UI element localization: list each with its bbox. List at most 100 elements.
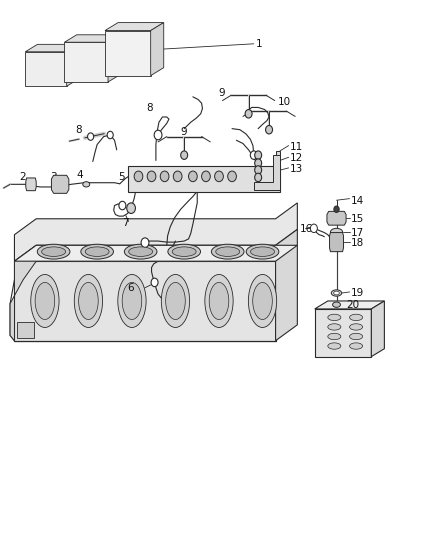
Ellipse shape: [31, 274, 59, 327]
Ellipse shape: [331, 290, 342, 296]
Text: 8: 8: [75, 125, 82, 135]
Circle shape: [88, 133, 94, 140]
Ellipse shape: [328, 324, 341, 330]
Ellipse shape: [212, 244, 244, 259]
Polygon shape: [17, 322, 34, 338]
Ellipse shape: [328, 333, 341, 340]
Ellipse shape: [248, 274, 277, 327]
Circle shape: [334, 206, 339, 213]
Text: 15: 15: [350, 214, 364, 224]
Polygon shape: [256, 151, 280, 182]
Polygon shape: [51, 175, 69, 193]
Ellipse shape: [124, 244, 157, 259]
Polygon shape: [26, 178, 36, 191]
Circle shape: [201, 171, 210, 182]
Text: 8: 8: [146, 103, 152, 114]
Circle shape: [147, 171, 156, 182]
Circle shape: [127, 203, 135, 214]
Polygon shape: [315, 309, 371, 357]
Ellipse shape: [42, 247, 66, 256]
Ellipse shape: [74, 274, 102, 327]
Text: 9: 9: [181, 127, 187, 137]
Text: 3: 3: [50, 172, 57, 182]
Polygon shape: [371, 301, 385, 357]
Ellipse shape: [246, 244, 279, 259]
Ellipse shape: [350, 333, 363, 340]
Text: 14: 14: [350, 196, 364, 206]
Circle shape: [311, 224, 318, 232]
Ellipse shape: [37, 244, 70, 259]
Text: 13: 13: [290, 164, 303, 174]
Circle shape: [151, 278, 158, 287]
Polygon shape: [276, 229, 297, 341]
Circle shape: [251, 151, 257, 159]
Text: 16: 16: [300, 224, 313, 235]
Ellipse shape: [350, 314, 363, 320]
Text: 7: 7: [122, 218, 129, 228]
Polygon shape: [64, 42, 108, 82]
Circle shape: [254, 159, 261, 167]
Polygon shape: [25, 44, 79, 52]
Circle shape: [215, 171, 223, 182]
Circle shape: [154, 130, 162, 140]
Ellipse shape: [216, 247, 240, 256]
Ellipse shape: [328, 314, 341, 320]
Ellipse shape: [83, 182, 90, 187]
Polygon shape: [10, 245, 36, 341]
Polygon shape: [105, 22, 164, 30]
Text: 18: 18: [350, 238, 364, 248]
Text: 1: 1: [256, 39, 263, 49]
Polygon shape: [14, 203, 297, 261]
Ellipse shape: [172, 247, 196, 256]
Circle shape: [134, 171, 143, 182]
Ellipse shape: [251, 247, 275, 256]
Ellipse shape: [168, 244, 201, 259]
Ellipse shape: [129, 247, 152, 256]
Circle shape: [181, 151, 187, 159]
Text: 17: 17: [350, 228, 364, 238]
Ellipse shape: [350, 324, 363, 330]
Ellipse shape: [118, 274, 146, 327]
Polygon shape: [14, 245, 276, 341]
Ellipse shape: [350, 343, 363, 349]
Ellipse shape: [35, 282, 55, 319]
Polygon shape: [64, 35, 120, 42]
Circle shape: [107, 131, 113, 139]
Polygon shape: [25, 52, 67, 86]
Ellipse shape: [79, 282, 98, 319]
Polygon shape: [127, 166, 280, 192]
Ellipse shape: [205, 274, 233, 327]
Ellipse shape: [161, 274, 190, 327]
Circle shape: [141, 238, 149, 247]
Circle shape: [160, 171, 169, 182]
Ellipse shape: [85, 247, 109, 256]
Ellipse shape: [330, 228, 343, 236]
Circle shape: [265, 125, 272, 134]
Text: 2: 2: [19, 172, 25, 182]
Text: 4: 4: [76, 171, 83, 180]
Text: 19: 19: [350, 288, 364, 298]
Polygon shape: [14, 261, 276, 341]
Polygon shape: [108, 35, 120, 82]
Circle shape: [245, 110, 252, 118]
Circle shape: [228, 171, 237, 182]
Polygon shape: [151, 22, 164, 76]
Text: 20: 20: [346, 300, 359, 310]
Text: 5: 5: [118, 172, 125, 182]
Polygon shape: [315, 301, 385, 309]
Polygon shape: [254, 155, 280, 190]
Circle shape: [188, 171, 197, 182]
Text: 6: 6: [127, 282, 134, 293]
Circle shape: [119, 201, 126, 210]
Circle shape: [254, 151, 261, 159]
Polygon shape: [327, 212, 346, 225]
Ellipse shape: [209, 282, 229, 319]
Ellipse shape: [332, 302, 340, 308]
Text: 12: 12: [290, 154, 303, 163]
Text: 11: 11: [290, 142, 303, 152]
Ellipse shape: [253, 282, 272, 319]
Ellipse shape: [81, 244, 113, 259]
Polygon shape: [67, 44, 79, 86]
Circle shape: [173, 171, 182, 182]
Text: 9: 9: [218, 87, 225, 98]
